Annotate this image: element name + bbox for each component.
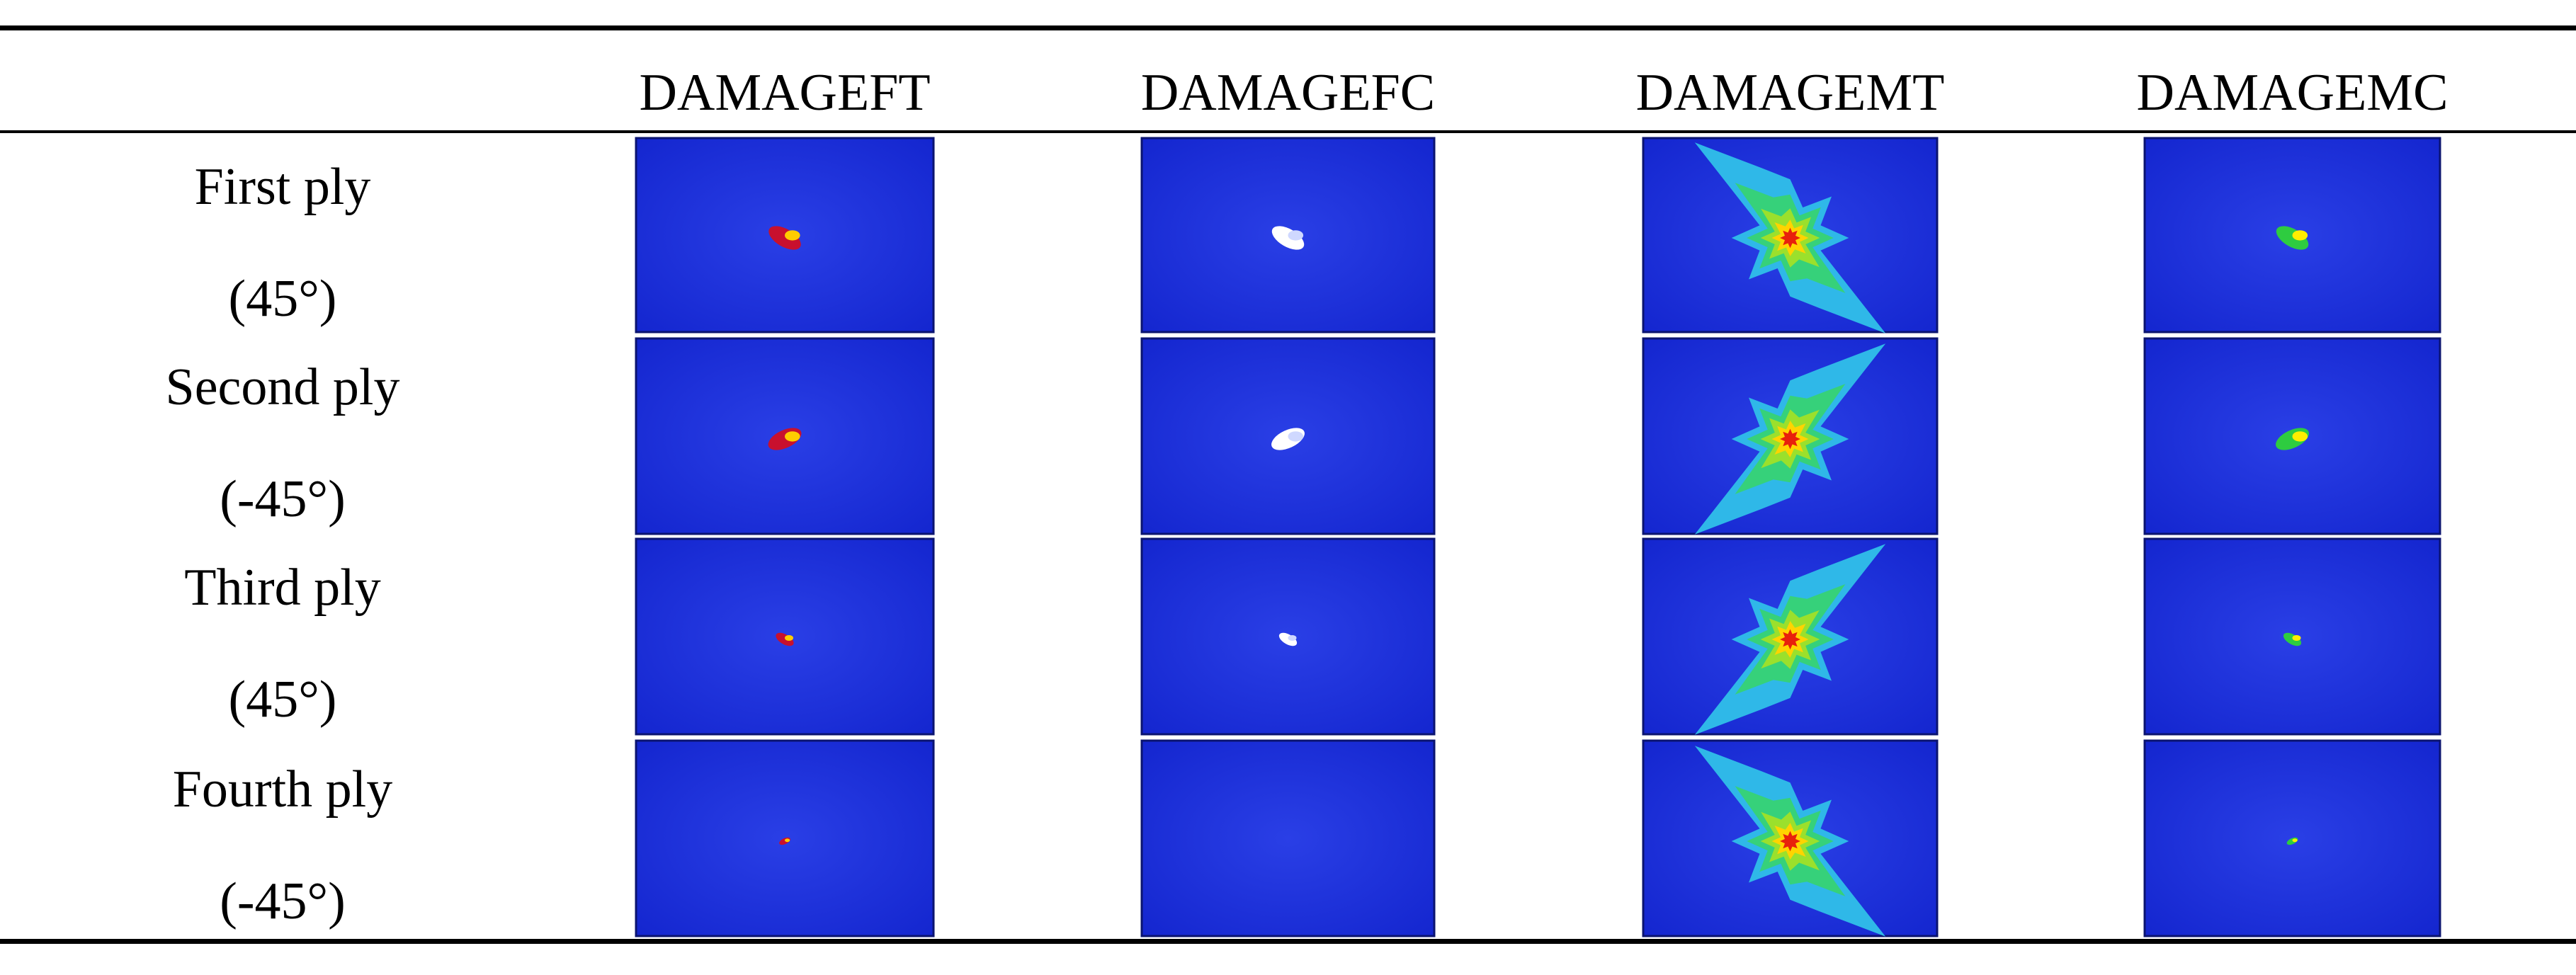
damage-spot bbox=[1288, 431, 1304, 442]
contour-image bbox=[1642, 739, 1939, 937]
contour-image bbox=[2143, 537, 2441, 736]
damage-spot bbox=[2292, 431, 2308, 442]
contour-band bbox=[1780, 831, 1800, 852]
damage-spot bbox=[785, 635, 793, 641]
damage-spot bbox=[2283, 632, 2302, 646]
column-header: DAMAGEFC bbox=[1141, 64, 1435, 122]
column-header: DAMAGEMC bbox=[2137, 64, 2449, 122]
contour-band bbox=[1780, 428, 1800, 450]
row-name: Third ply bbox=[184, 559, 380, 617]
damage-spot bbox=[785, 838, 790, 843]
row-name: Fourth ply bbox=[173, 760, 392, 819]
damage-spot bbox=[1288, 635, 1297, 641]
damage-spot bbox=[785, 431, 800, 442]
contour-image bbox=[635, 739, 935, 937]
damage-spot bbox=[2292, 230, 2308, 241]
contour-image bbox=[1140, 739, 1436, 937]
contour-image bbox=[635, 337, 935, 535]
contour-band bbox=[1780, 629, 1800, 650]
row-name: Second ply bbox=[166, 358, 400, 416]
damage-spot bbox=[2276, 226, 2309, 250]
contour-image bbox=[1140, 337, 1436, 535]
image-background bbox=[1140, 739, 1436, 937]
contour-image bbox=[2143, 137, 2441, 333]
row-angle: (45°) bbox=[229, 671, 337, 729]
damage-spot bbox=[785, 230, 800, 241]
contour-image bbox=[1642, 537, 1939, 736]
row-angle: (45°) bbox=[229, 270, 337, 328]
row-angle: (-45°) bbox=[220, 470, 346, 528]
contour-image bbox=[1642, 337, 1939, 535]
row-name: First ply bbox=[195, 158, 371, 216]
column-header: DAMAGEFT bbox=[639, 64, 930, 122]
bottom-rule bbox=[0, 939, 2576, 944]
damage-spot bbox=[1271, 226, 1305, 250]
contour-image bbox=[1140, 537, 1436, 736]
damage-spot bbox=[1278, 632, 1298, 646]
damage-spot bbox=[2292, 635, 2301, 641]
row-angle: (-45°) bbox=[220, 872, 346, 930]
damage-spot bbox=[1288, 230, 1304, 241]
contour-band bbox=[1780, 227, 1800, 249]
column-header: DAMAGEMT bbox=[1636, 64, 1945, 122]
image-background bbox=[635, 337, 935, 535]
top-rule bbox=[0, 25, 2576, 30]
damage-spot bbox=[776, 632, 794, 646]
contour-image bbox=[635, 537, 935, 736]
contour-image bbox=[2143, 337, 2441, 535]
contour-image bbox=[1140, 137, 1436, 333]
damage-spot bbox=[2292, 838, 2298, 843]
header-rule bbox=[0, 130, 2576, 133]
contour-image bbox=[635, 137, 935, 333]
contour-image bbox=[2143, 739, 2441, 937]
contour-image bbox=[1642, 137, 1939, 333]
damage-spot bbox=[768, 226, 801, 250]
